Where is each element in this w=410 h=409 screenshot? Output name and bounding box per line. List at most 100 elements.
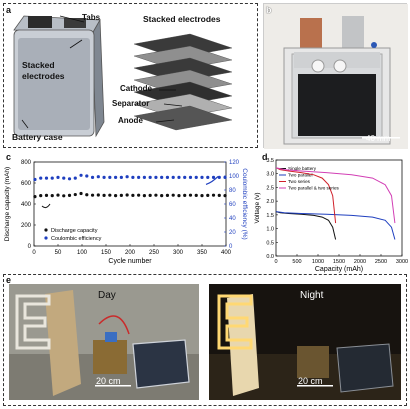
efficiency-point	[96, 175, 100, 179]
night-scale-label: 20 cm	[298, 376, 323, 386]
efficiency-point	[206, 175, 210, 179]
efficiency-point	[79, 173, 83, 177]
panel-b-scale-label: 40 mm	[366, 134, 391, 143]
y-tick-label: 0	[28, 244, 32, 250]
y-tick-label: 3.5	[266, 158, 274, 164]
capacity-point	[183, 193, 187, 197]
panel-b-letter: b	[266, 5, 272, 15]
capacity-point	[56, 193, 60, 197]
capacity-point	[165, 193, 170, 197]
panel-a-frame	[3, 3, 258, 148]
efficiency-point	[102, 175, 106, 179]
capacity-point	[85, 193, 89, 197]
electrode-stack	[133, 33, 233, 131]
efficiency-point	[154, 175, 158, 179]
battery-illustration	[13, 15, 233, 138]
efficiency-point	[171, 175, 175, 179]
x-tick-label: 1500	[333, 259, 345, 265]
capacity-point	[137, 193, 141, 197]
series-line	[275, 167, 396, 224]
y-tick-label: 400	[21, 202, 32, 208]
y2-tick-label: 100	[229, 174, 240, 180]
x-tick-label: 3000	[396, 259, 408, 265]
day-label: Day	[98, 290, 116, 301]
series-line	[275, 167, 337, 224]
capacity-point	[108, 193, 112, 197]
series-line	[275, 211, 337, 240]
efficiency-point	[194, 175, 198, 179]
night-photo	[209, 284, 401, 400]
efficiency-point	[125, 175, 129, 179]
tabs-label: Tabs	[82, 13, 101, 22]
panel-d-letter: d	[262, 152, 268, 162]
efficiency-point	[223, 175, 227, 179]
efficiency-point	[200, 175, 204, 179]
separator-label: Separator	[112, 99, 150, 108]
y-tick-label: 200	[21, 223, 32, 229]
x-tick-label: 300	[173, 250, 184, 256]
voltage-chart: 0 500 1000 1500 2000 2500 3000 0.0 0.5 1.0 1.5 2.0 2…	[254, 158, 408, 273]
x-tick-label: 350	[197, 250, 208, 256]
efficiency-point	[177, 175, 181, 179]
efficiency-point	[67, 177, 72, 181]
legend-label: Single battery	[288, 166, 317, 171]
efficiency-point	[119, 175, 123, 179]
capacity-point	[102, 193, 106, 197]
efficiency-point	[183, 175, 187, 179]
arrow-to-right-axis	[205, 175, 219, 185]
capacity-point	[160, 194, 164, 198]
capacity-point	[50, 194, 54, 198]
efficiency-point	[148, 175, 152, 179]
x-tick-label: 0	[32, 250, 36, 256]
x-tick-label: 1000	[312, 259, 324, 265]
capacity-point	[44, 193, 49, 197]
y-tick-label: 800	[21, 160, 32, 166]
legend-marker-efficiency	[44, 236, 48, 240]
x-tick-label: 2500	[375, 259, 387, 265]
y-tick-label: 600	[21, 181, 32, 187]
efficiency-point	[137, 175, 141, 179]
anode-label: Anode	[118, 116, 143, 125]
efficiency-point	[90, 175, 95, 179]
capacity-point	[67, 193, 72, 197]
legend-label: Two parallel	[288, 173, 313, 178]
x-tick-label: 500	[292, 259, 301, 265]
capacity-point	[200, 194, 204, 198]
y-tick-label: 1.0	[266, 227, 274, 233]
efficiency-point	[73, 176, 77, 180]
capacity-point	[62, 194, 66, 198]
capacity-point	[217, 193, 221, 197]
y2-tick-label: 120	[229, 160, 240, 166]
x-tick-label: 200	[125, 250, 136, 256]
y2-tick-label: 20	[229, 230, 236, 236]
legend-label: Two parallel & two series	[288, 186, 340, 191]
legend-label-capacity: Discharge capacity	[51, 228, 98, 234]
capacity-point	[171, 193, 175, 197]
legend-marker-capacity	[44, 228, 48, 232]
capacity-point	[177, 194, 181, 198]
legend-label: Two series	[288, 179, 311, 184]
efficiency-point	[165, 175, 170, 179]
efficiency-point	[39, 176, 43, 180]
efficiency-point	[142, 175, 146, 179]
x-axis-label: Cycle number	[108, 258, 152, 265]
capacity-point	[119, 193, 123, 197]
capacity-point	[33, 195, 37, 199]
capacity-point	[96, 193, 100, 197]
capacity-point	[90, 193, 95, 197]
x-tick-label: 0	[274, 259, 277, 265]
efficiency-point	[188, 175, 193, 179]
panel-b-photo	[263, 3, 408, 149]
stacked-electrodes-left-label: Stacked electrodes	[22, 60, 65, 81]
cycle-chart: 0 50 100 150 200 250 300 350 4000200400600800020…	[4, 160, 248, 265]
panel-c-letter: c	[6, 152, 12, 162]
x-tick-label: 2000	[354, 259, 366, 265]
x-tick-label: 250	[149, 250, 160, 256]
capacity-point	[79, 191, 83, 196]
y2-axis-label: Coulombic efficiency (%)	[241, 168, 248, 239]
stacked-electrodes-right-label: Stacked electrodes	[143, 14, 221, 24]
day-scale-label: 20 cm	[96, 376, 121, 386]
y-tick-label: 2.0	[266, 199, 274, 205]
capacity-point	[148, 193, 152, 197]
efficiency-point	[211, 175, 216, 179]
